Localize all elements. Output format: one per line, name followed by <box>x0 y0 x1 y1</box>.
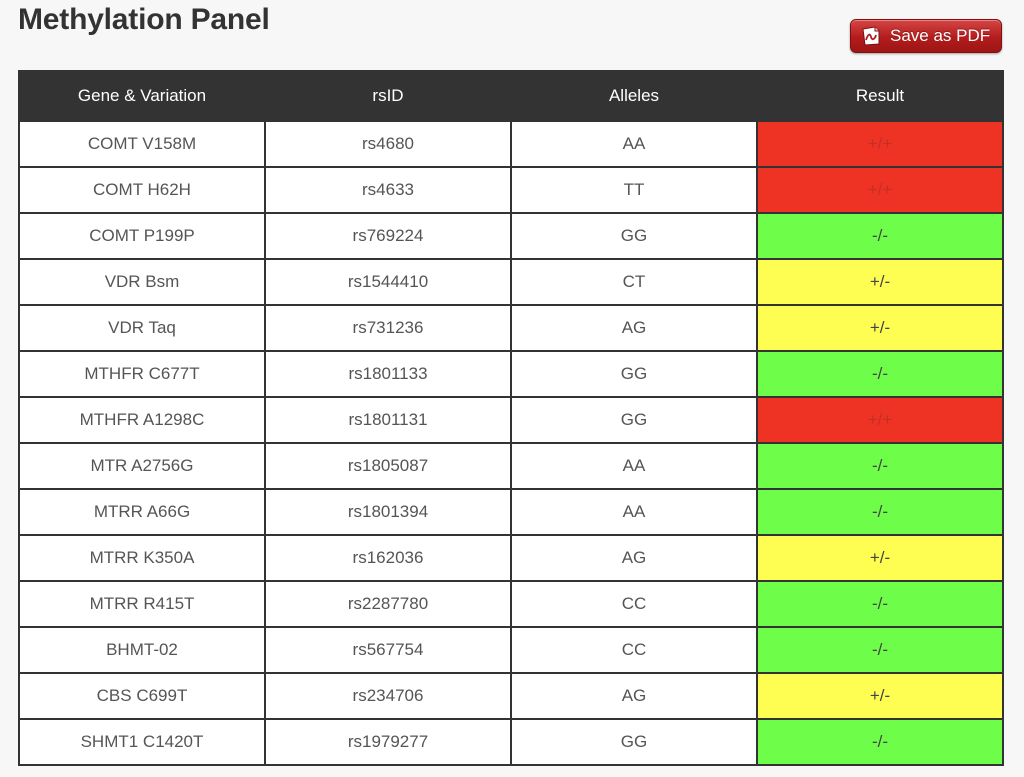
alleles-cell: GG <box>510 396 758 444</box>
alleles-cell: AG <box>510 534 758 582</box>
column-header-gene: Gene & Variation <box>18 70 266 122</box>
rsid-cell: rs234706 <box>264 672 512 720</box>
rsid-cell: rs2287780 <box>264 580 512 628</box>
table-row: COMT V158M rs4680 AA +/+ <box>18 120 1004 168</box>
page-title: Methylation Panel <box>18 3 270 36</box>
result-cell: +/- <box>756 534 1004 582</box>
table-body: COMT V158M rs4680 AA +/+ COMT H62H rs4633 TT +/… <box>18 120 1004 766</box>
gene-cell: VDR Bsm <box>18 258 266 306</box>
table-row: BHMT-02 rs567754 CC -/- <box>18 626 1004 674</box>
alleles-cell: AA <box>510 488 758 536</box>
alleles-cell: GG <box>510 212 758 260</box>
table-row: MTHFR C677T rs1801133 GG -/- <box>18 350 1004 398</box>
result-cell: +/- <box>756 304 1004 352</box>
table-header-row: Gene & Variation rsID Alleles Result <box>18 70 1004 122</box>
table-row: COMT P199P rs769224 GG -/- <box>18 212 1004 260</box>
column-header-rsid: rsID <box>264 70 512 122</box>
gene-cell: MTRR R415T <box>18 580 266 628</box>
rsid-cell: rs1801394 <box>264 488 512 536</box>
alleles-cell: AG <box>510 672 758 720</box>
gene-cell: COMT P199P <box>18 212 266 260</box>
gene-cell: MTHFR C677T <box>18 350 266 398</box>
result-cell: -/- <box>756 718 1004 766</box>
rsid-cell: rs731236 <box>264 304 512 352</box>
result-cell: -/- <box>756 442 1004 490</box>
gene-cell: MTRR K350A <box>18 534 266 582</box>
result-cell: -/- <box>756 350 1004 398</box>
alleles-cell: CT <box>510 258 758 306</box>
table-row: MTHFR A1298C rs1801131 GG +/+ <box>18 396 1004 444</box>
gene-cell: VDR Taq <box>18 304 266 352</box>
alleles-cell: GG <box>510 718 758 766</box>
result-cell: +/+ <box>756 166 1004 214</box>
alleles-cell: CC <box>510 580 758 628</box>
gene-cell: MTR A2756G <box>18 442 266 490</box>
table-row: CBS C699T rs234706 AG +/- <box>18 672 1004 720</box>
result-cell: +/- <box>756 258 1004 306</box>
gene-cell: MTRR A66G <box>18 488 266 536</box>
gene-cell: COMT V158M <box>18 120 266 168</box>
result-cell: -/- <box>756 626 1004 674</box>
table-row: SHMT1 C1420T rs1979277 GG -/- <box>18 718 1004 766</box>
table-row: MTRR R415T rs2287780 CC -/- <box>18 580 1004 628</box>
rsid-cell: rs1805087 <box>264 442 512 490</box>
alleles-cell: AA <box>510 120 758 168</box>
table-row: MTR A2756G rs1805087 AA -/- <box>18 442 1004 490</box>
rsid-cell: rs1544410 <box>264 258 512 306</box>
result-cell: +/+ <box>756 396 1004 444</box>
methylation-table: Gene & Variation rsID Alleles Result COM… <box>18 70 1004 766</box>
pdf-document-icon <box>860 25 882 47</box>
rsid-cell: rs1801133 <box>264 350 512 398</box>
rsid-cell: rs1979277 <box>264 718 512 766</box>
alleles-cell: AG <box>510 304 758 352</box>
table-row: MTRR K350A rs162036 AG +/- <box>18 534 1004 582</box>
alleles-cell: AA <box>510 442 758 490</box>
column-header-alleles: Alleles <box>510 70 758 122</box>
table-row: MTRR A66G rs1801394 AA -/- <box>18 488 1004 536</box>
rsid-cell: rs1801131 <box>264 396 512 444</box>
gene-cell: COMT H62H <box>18 166 266 214</box>
rsid-cell: rs162036 <box>264 534 512 582</box>
save-as-pdf-button[interactable]: Save as PDF <box>850 19 1002 53</box>
rsid-cell: rs769224 <box>264 212 512 260</box>
result-cell: -/- <box>756 212 1004 260</box>
alleles-cell: TT <box>510 166 758 214</box>
result-cell: -/- <box>756 488 1004 536</box>
alleles-cell: GG <box>510 350 758 398</box>
result-cell: +/- <box>756 672 1004 720</box>
alleles-cell: CC <box>510 626 758 674</box>
gene-cell: MTHFR A1298C <box>18 396 266 444</box>
result-cell: +/+ <box>756 120 1004 168</box>
gene-cell: BHMT-02 <box>18 626 266 674</box>
save-as-pdf-label: Save as PDF <box>890 26 991 45</box>
table-row: VDR Bsm rs1544410 CT +/- <box>18 258 1004 306</box>
gene-cell: SHMT1 C1420T <box>18 718 266 766</box>
table-row: COMT H62H rs4633 TT +/+ <box>18 166 1004 214</box>
rsid-cell: rs4680 <box>264 120 512 168</box>
rsid-cell: rs567754 <box>264 626 512 674</box>
gene-cell: CBS C699T <box>18 672 266 720</box>
result-cell: -/- <box>756 580 1004 628</box>
column-header-result: Result <box>756 70 1004 122</box>
rsid-cell: rs4633 <box>264 166 512 214</box>
table-row: VDR Taq rs731236 AG +/- <box>18 304 1004 352</box>
